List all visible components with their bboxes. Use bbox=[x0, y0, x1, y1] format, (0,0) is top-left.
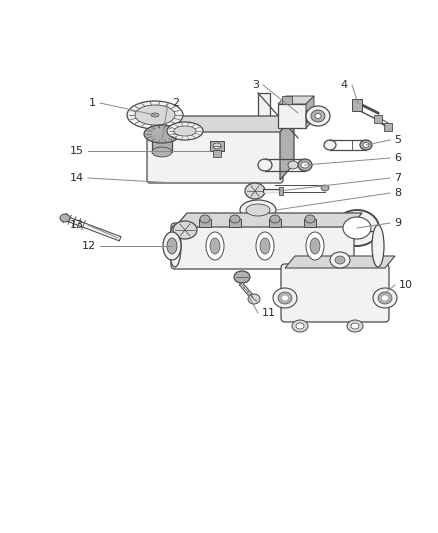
Ellipse shape bbox=[347, 320, 363, 332]
Ellipse shape bbox=[163, 232, 181, 260]
Ellipse shape bbox=[167, 238, 177, 254]
Ellipse shape bbox=[315, 114, 321, 118]
FancyBboxPatch shape bbox=[147, 129, 283, 183]
Ellipse shape bbox=[310, 238, 320, 254]
Ellipse shape bbox=[206, 232, 224, 260]
Ellipse shape bbox=[306, 232, 324, 260]
Ellipse shape bbox=[288, 161, 298, 169]
Bar bbox=[152, 137, 172, 152]
Ellipse shape bbox=[292, 320, 308, 332]
Ellipse shape bbox=[169, 225, 181, 267]
Ellipse shape bbox=[213, 143, 221, 149]
Ellipse shape bbox=[321, 185, 329, 191]
Ellipse shape bbox=[324, 140, 336, 150]
Bar bbox=[384, 123, 392, 131]
Ellipse shape bbox=[230, 215, 240, 223]
Bar bbox=[278, 104, 306, 128]
Ellipse shape bbox=[210, 238, 220, 254]
Ellipse shape bbox=[305, 215, 315, 223]
Ellipse shape bbox=[335, 210, 379, 246]
Ellipse shape bbox=[311, 110, 325, 122]
Ellipse shape bbox=[234, 271, 250, 283]
Ellipse shape bbox=[363, 142, 369, 148]
Bar bbox=[352, 99, 362, 111]
Ellipse shape bbox=[258, 159, 272, 171]
Ellipse shape bbox=[378, 292, 392, 304]
Ellipse shape bbox=[248, 294, 260, 304]
Ellipse shape bbox=[282, 295, 288, 301]
Bar bbox=[279, 187, 283, 195]
Ellipse shape bbox=[335, 256, 345, 264]
Ellipse shape bbox=[373, 288, 397, 308]
Bar bbox=[269, 219, 281, 227]
Ellipse shape bbox=[278, 292, 292, 304]
Text: 5: 5 bbox=[394, 135, 401, 145]
FancyBboxPatch shape bbox=[281, 264, 389, 322]
Ellipse shape bbox=[144, 125, 180, 143]
Ellipse shape bbox=[127, 101, 183, 129]
Text: 15: 15 bbox=[70, 146, 84, 156]
Polygon shape bbox=[258, 93, 270, 163]
Ellipse shape bbox=[135, 105, 175, 125]
Ellipse shape bbox=[382, 295, 388, 301]
Bar bbox=[374, 115, 382, 123]
Text: 12: 12 bbox=[82, 241, 96, 251]
Ellipse shape bbox=[246, 204, 270, 216]
Text: 1: 1 bbox=[89, 98, 96, 108]
Ellipse shape bbox=[256, 232, 274, 260]
Text: 10: 10 bbox=[399, 280, 413, 290]
Ellipse shape bbox=[245, 183, 265, 199]
Text: 3: 3 bbox=[252, 80, 259, 90]
Ellipse shape bbox=[351, 323, 359, 329]
Ellipse shape bbox=[167, 122, 203, 140]
Text: 8: 8 bbox=[394, 188, 401, 198]
Ellipse shape bbox=[152, 147, 172, 157]
Ellipse shape bbox=[273, 288, 297, 308]
Text: 2: 2 bbox=[172, 98, 179, 108]
Ellipse shape bbox=[240, 200, 276, 220]
Ellipse shape bbox=[200, 215, 210, 223]
Ellipse shape bbox=[260, 238, 270, 254]
Ellipse shape bbox=[330, 252, 350, 268]
Bar bbox=[282, 96, 292, 104]
Bar bbox=[199, 219, 211, 227]
FancyBboxPatch shape bbox=[171, 223, 354, 269]
Ellipse shape bbox=[151, 113, 159, 117]
Ellipse shape bbox=[60, 214, 70, 222]
Text: 13: 13 bbox=[70, 220, 84, 230]
Bar bbox=[304, 219, 316, 227]
Ellipse shape bbox=[173, 221, 197, 239]
Text: 7: 7 bbox=[394, 173, 401, 183]
Ellipse shape bbox=[360, 140, 372, 150]
Bar bbox=[306, 110, 320, 122]
Polygon shape bbox=[306, 96, 314, 128]
Ellipse shape bbox=[301, 162, 309, 168]
Ellipse shape bbox=[372, 225, 384, 267]
Text: 6: 6 bbox=[394, 153, 401, 163]
Polygon shape bbox=[285, 256, 395, 268]
Ellipse shape bbox=[174, 126, 196, 136]
Bar bbox=[213, 150, 221, 157]
Polygon shape bbox=[280, 116, 294, 180]
Ellipse shape bbox=[270, 215, 280, 223]
Ellipse shape bbox=[296, 323, 304, 329]
Polygon shape bbox=[175, 213, 362, 227]
Text: 14: 14 bbox=[70, 173, 84, 183]
Text: 4: 4 bbox=[341, 80, 348, 90]
Ellipse shape bbox=[298, 159, 312, 171]
Polygon shape bbox=[150, 116, 294, 132]
Ellipse shape bbox=[343, 217, 371, 239]
Text: 11: 11 bbox=[262, 308, 276, 318]
Text: 9: 9 bbox=[394, 218, 401, 228]
Ellipse shape bbox=[306, 106, 330, 126]
Bar bbox=[229, 219, 241, 227]
Bar bbox=[210, 141, 224, 151]
Polygon shape bbox=[278, 96, 314, 104]
